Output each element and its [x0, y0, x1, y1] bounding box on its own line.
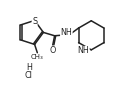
- Text: O: O: [49, 46, 56, 55]
- Text: CH₃: CH₃: [31, 54, 44, 60]
- Text: H: H: [26, 63, 32, 72]
- Text: NH: NH: [78, 46, 89, 55]
- Text: Cl: Cl: [25, 71, 33, 80]
- Text: S: S: [32, 17, 37, 26]
- Text: NH: NH: [60, 28, 72, 37]
